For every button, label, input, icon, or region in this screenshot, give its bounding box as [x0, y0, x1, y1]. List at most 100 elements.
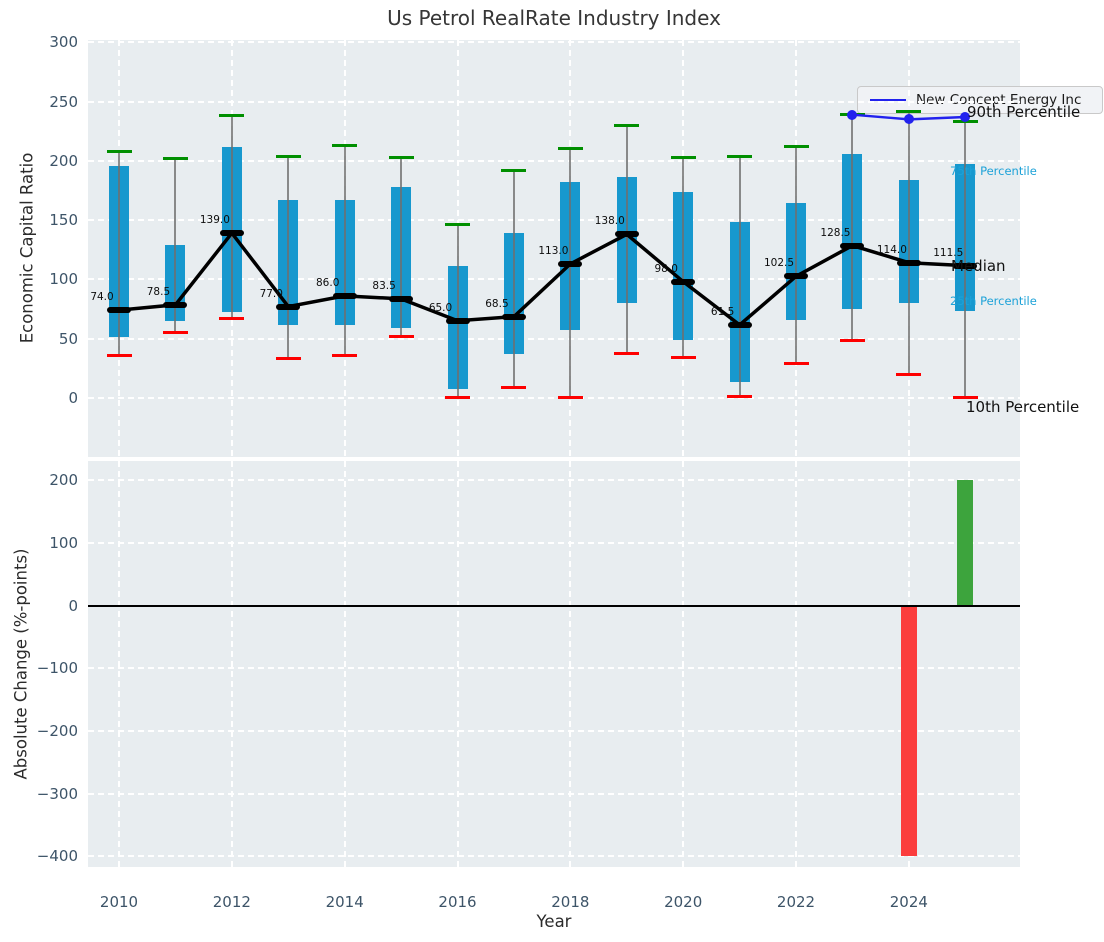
y-tick-label: −200 [36, 722, 78, 741]
median-dash-2019 [614, 231, 639, 238]
whisker-2019 [625, 125, 628, 354]
p90-cap-2022 [783, 145, 809, 149]
gridline-vertical [795, 461, 798, 867]
gridline-vertical [569, 461, 572, 867]
median-value-label-2024: 114.0 [876, 243, 907, 256]
gridline-horizontal [88, 667, 1020, 670]
y-tick-label: 300 [49, 33, 78, 52]
median-dash-2022 [784, 273, 809, 280]
whisker-2014 [343, 145, 346, 356]
company-marker-2024 [903, 114, 914, 125]
chart-title: Us Petrol RealRate Industry Index [387, 6, 721, 30]
y-tick-label: 0 [68, 388, 78, 407]
whisker-2010 [118, 151, 121, 356]
median-dash-2017 [501, 313, 526, 320]
top-axes: New Concept Energy Inc 74.0 78.5 139.0 77.0… [88, 40, 1103, 457]
p90-cap-2015 [388, 155, 414, 159]
p10-cap-2016 [445, 396, 471, 400]
75th-percentile-label: 75th Percentile [950, 164, 1037, 179]
change-bar-2025 [957, 480, 974, 606]
gridline-horizontal [88, 479, 1020, 482]
p10-cap-2010 [106, 353, 132, 357]
median-dash-2021 [727, 321, 752, 328]
p10-cap-2021 [727, 395, 753, 399]
x-axis-label: Year [536, 912, 572, 931]
p90-cap-2021 [727, 154, 753, 158]
p10-cap-2014 [332, 353, 358, 357]
gridline-vertical [230, 461, 233, 867]
median-dash-2012 [219, 230, 244, 237]
gridline-horizontal [88, 219, 1020, 222]
gridline-vertical [456, 461, 459, 867]
25th-percentile-label: 25th Percentile [950, 294, 1037, 309]
x-tick-label: 2020 [664, 893, 703, 911]
whisker-2016 [456, 224, 459, 398]
whisker-2013 [287, 156, 290, 359]
median-dash-2020 [671, 278, 696, 285]
whisker-2024 [907, 111, 910, 375]
y-tick-label: 200 [49, 471, 78, 490]
p10-cap-2019 [614, 352, 640, 356]
whisker-2015 [400, 157, 403, 337]
x-tick-label: 2018 [551, 893, 590, 911]
x-tick-label: 2012 [212, 893, 251, 911]
median-value-label-2019: 138.0 [594, 215, 625, 228]
p90-cap-2012 [219, 114, 245, 118]
median-dash-2013 [276, 303, 301, 310]
90th-percentile-label: 90th Percentile [967, 103, 1081, 122]
median-dash-2023 [840, 242, 865, 249]
x-tick-label: 2014 [325, 893, 364, 911]
gridline-horizontal [88, 792, 1020, 795]
gridline-horizontal [88, 542, 1020, 545]
p90-cap-2019 [614, 123, 640, 127]
p10-cap-2022 [783, 361, 809, 365]
y-tick-label: 100 [49, 270, 78, 289]
median-dash-2024 [896, 259, 921, 266]
median-value-label-2023: 128.5 [820, 226, 851, 239]
median-value-label-2010: 74.0 [90, 291, 114, 304]
median-value-label-2012: 139.0 [199, 214, 230, 227]
legend-label: New Concept Energy Inc [916, 92, 1082, 108]
y-tick-label: −100 [36, 659, 78, 678]
y-tick-label: −300 [36, 784, 78, 803]
10th-percentile-label: 10th Percentile [966, 398, 1080, 417]
y-tick-label: 150 [49, 211, 78, 230]
median-value-label-2025: 111.5 [933, 246, 964, 259]
whisker-2017 [512, 170, 515, 388]
p10-cap-2023 [839, 339, 865, 343]
company-marker-2025 [960, 112, 971, 122]
gridline-horizontal [88, 100, 1020, 103]
p10-cap-2024 [896, 372, 922, 376]
gridline-horizontal [88, 730, 1020, 733]
x-tick-label: 2010 [99, 893, 139, 911]
median-value-label-2015: 83.5 [372, 279, 396, 292]
whisker-2022 [795, 146, 798, 364]
whisker-2018 [569, 148, 572, 398]
gridline-horizontal [88, 159, 1020, 162]
median-value-label-2017: 68.5 [485, 297, 509, 310]
gridline-horizontal [88, 337, 1020, 340]
median-value-label-2020: 98.0 [654, 262, 678, 275]
median-value-label-2021: 61.5 [710, 305, 735, 318]
p10-cap-2013 [275, 357, 301, 361]
gridline-vertical [343, 461, 346, 867]
x-tick-label: 2022 [776, 893, 816, 911]
y-tick-label: 200 [49, 151, 78, 170]
median-dash-2025 [953, 262, 978, 269]
p90-cap-2020 [670, 155, 696, 159]
p90-cap-2014 [332, 143, 358, 147]
p10-cap-2012 [219, 316, 245, 320]
median-value-label-2022: 102.5 [763, 257, 795, 270]
y-tick-label: 0 [68, 596, 78, 615]
median-value-label-2011: 78.5 [146, 285, 171, 298]
x-tick-label: 2024 [889, 893, 928, 911]
median-dash-2015 [389, 295, 414, 302]
whisker-2021 [738, 156, 741, 397]
p10-cap-2020 [670, 355, 696, 359]
gridline-vertical [682, 461, 685, 867]
p10-cap-2025 [952, 396, 978, 400]
gridline-horizontal [88, 41, 1020, 44]
p90-cap-2017 [501, 168, 527, 172]
p90-cap-2024 [896, 109, 922, 113]
